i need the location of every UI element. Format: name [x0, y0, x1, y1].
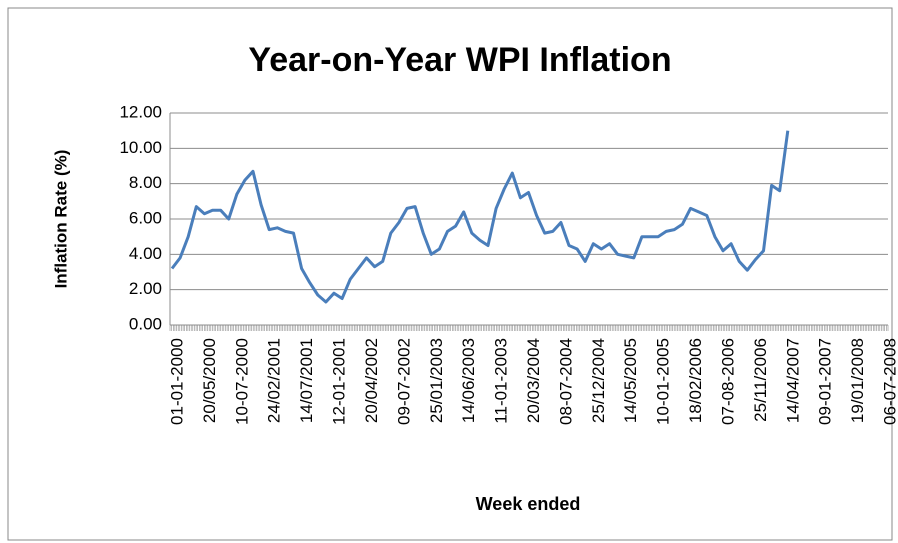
x-tick-label: 10-07-2000	[232, 338, 251, 425]
y-tick-label: 8.00	[129, 173, 162, 192]
x-tick-label: 12-01-2001	[330, 338, 349, 425]
x-tick-label: 24/02/2001	[265, 338, 284, 423]
x-tick-label: 14/05/2005	[621, 338, 640, 423]
x-tick-label: 14/06/2003	[459, 338, 478, 423]
x-tick-label: 25/12/2004	[589, 338, 608, 423]
x-tick-label: 20/05/2000	[200, 338, 219, 423]
data-line	[170, 130, 790, 304]
x-tick-label: 18/02/2006	[686, 338, 705, 423]
x-axis-label: Week ended	[476, 494, 581, 514]
y-tick-label: 0.00	[129, 314, 162, 333]
x-tick-label: 01-01-2000	[167, 338, 186, 425]
y-axis-label: Inflation Rate (%)	[51, 150, 70, 289]
y-tick-label: 6.00	[129, 208, 162, 227]
y-tick-label: 12.00	[119, 102, 162, 121]
x-tick-label: 10-01-2005	[654, 338, 673, 425]
x-tick-label: 14/04/2007	[783, 338, 802, 423]
y-tick-label: 10.00	[119, 138, 162, 157]
y-tick-label: 2.00	[129, 279, 162, 298]
chart-title: Year-on-Year WPI Inflation	[248, 41, 671, 79]
x-tick-label: 19/01/2008	[848, 338, 867, 423]
x-tick-label: 07-08-2006	[718, 338, 737, 425]
x-tick-label: 11-01-2003	[492, 338, 511, 424]
x-tick-label: 08-07-2004	[556, 338, 575, 425]
x-tick-label: 25/11/2006	[751, 338, 770, 422]
x-tick-label: 14/07/2001	[297, 338, 316, 423]
chart-frame	[7, 7, 893, 541]
x-minor-ticks	[169, 325, 889, 331]
x-tick-label: 06-07-2008	[880, 338, 898, 425]
x-tick-label: 20/04/2002	[362, 338, 381, 423]
x-tick-label: 09-07-2002	[394, 338, 413, 425]
x-tick-label: 25/01/2003	[427, 338, 446, 423]
x-tick-label: 09-01-2007	[816, 338, 835, 425]
x-tick-label: 20/03/2004	[524, 338, 543, 423]
y-tick-label: 4.00	[129, 244, 162, 263]
